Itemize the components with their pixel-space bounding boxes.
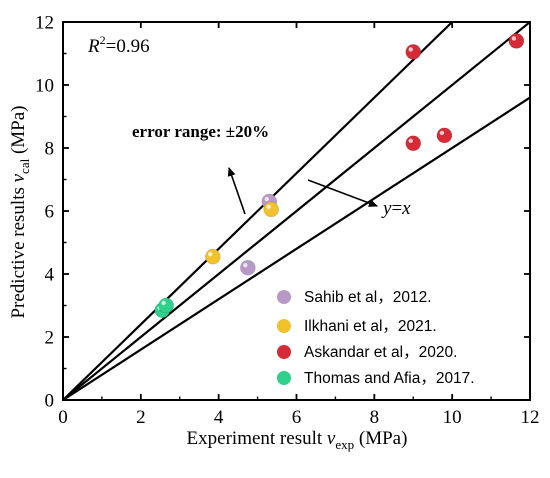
y-tick-label: 6 (45, 202, 55, 223)
legend-item-sahib: Sahib et al，2012. (277, 289, 432, 306)
data-point-sahib (239, 259, 256, 276)
data-point-ilkhani (263, 201, 280, 218)
r-squared-value: =0.96 (106, 36, 150, 57)
data-point-askandar (405, 135, 422, 152)
y-tick-label: 2 (45, 328, 55, 349)
legend-marker-ilkhani (277, 319, 291, 333)
x-axis-title: Experiment result vexp (MPa) (187, 428, 408, 452)
y-equals-x-annotation: y=x (381, 198, 411, 219)
data-point-highlight (408, 47, 413, 52)
r-squared-symbol: R (87, 36, 100, 57)
legend-label-thomas: Thomas and Afia，2017. (304, 370, 475, 387)
y-axis-title: Predictive results vcal (MPa) (8, 105, 32, 318)
legend-label-askandar: Askandar et al，2020. (304, 344, 457, 361)
x-tick-label: 4 (214, 407, 224, 428)
y-axis-title-unit: (MPa) (8, 105, 29, 158)
data-point-highlight (208, 251, 213, 257)
x-axis-title-sub: exp (335, 437, 354, 452)
error-range-arrow (227, 167, 246, 215)
error-range-annotation: error range: ±20% (132, 122, 269, 141)
upper-20-percent-line (63, 22, 454, 400)
axes: 0 2 4 6 8 10 12 0 2 4 6 8 10 12 (35, 13, 540, 429)
data-point-thomas (158, 297, 175, 314)
data-point-highlight (264, 196, 269, 202)
legend-label-sahib: Sahib et al，2012. (304, 289, 432, 306)
x-axis-title-main: Experiment result (187, 428, 327, 449)
x-tick-label: 8 (370, 407, 380, 428)
legend-item-askandar: Askandar et al，2020. (277, 344, 457, 361)
data-point-askandar (436, 127, 453, 144)
y-tick-label: 12 (35, 13, 54, 34)
y-tick-label: 8 (45, 139, 55, 160)
lower-20-percent-line (63, 96, 530, 400)
data-point-ilkhani (204, 248, 221, 265)
legend-marker-sahib (277, 290, 291, 304)
x-tick-label: 2 (136, 407, 146, 428)
reference-lines (63, 22, 530, 400)
y-equals-x-equals: = (391, 198, 402, 219)
legend-marker-thomas (277, 371, 291, 385)
y-equals-x-line (63, 22, 530, 400)
data-point-highlight (243, 263, 248, 268)
y-axis-title-var: v (8, 173, 29, 182)
legend-item-thomas: Thomas and Afia，2017. (277, 370, 475, 387)
y-equals-x-arrow (307, 179, 378, 207)
y-tick-label: 10 (35, 76, 54, 97)
data-points (154, 33, 525, 319)
data-point-askandar (405, 44, 422, 60)
y-axis-title-main: Predictive results (8, 182, 29, 318)
data-point-highlight (439, 130, 445, 136)
legend-marker-askandar (277, 345, 291, 359)
data-point-askandar (508, 33, 525, 49)
data-point-highlight (266, 204, 271, 210)
x-axis-title-var: v (327, 428, 336, 449)
data-point-highlight (161, 300, 166, 306)
legend-label-ilkhani: Ilkhani et al，2021. (304, 318, 437, 335)
legend-item-ilkhani: Ilkhani et al，2021. (277, 318, 437, 335)
legend: Sahib et al，2012. Ilkhani et al，2021. As… (277, 289, 475, 387)
data-point-highlight (511, 36, 517, 41)
r-squared-annotation: R2=0.96 (87, 33, 150, 57)
x-tick-label: 12 (521, 407, 540, 428)
y-axis-title-sub: cal (17, 158, 32, 174)
y-equals-x-x: x (401, 198, 411, 219)
x-tick-label: 10 (443, 407, 462, 428)
y-tick-label: 4 (45, 265, 55, 286)
y-equals-x-y: y (381, 198, 392, 219)
data-point-highlight (408, 138, 413, 143)
x-tick-label: 0 (58, 407, 68, 428)
x-tick-label: 6 (292, 407, 302, 428)
y-tick-label: 0 (45, 391, 55, 412)
r-squared-superscript: 2 (100, 33, 106, 47)
x-axis-title-unit: (MPa) (354, 428, 407, 449)
